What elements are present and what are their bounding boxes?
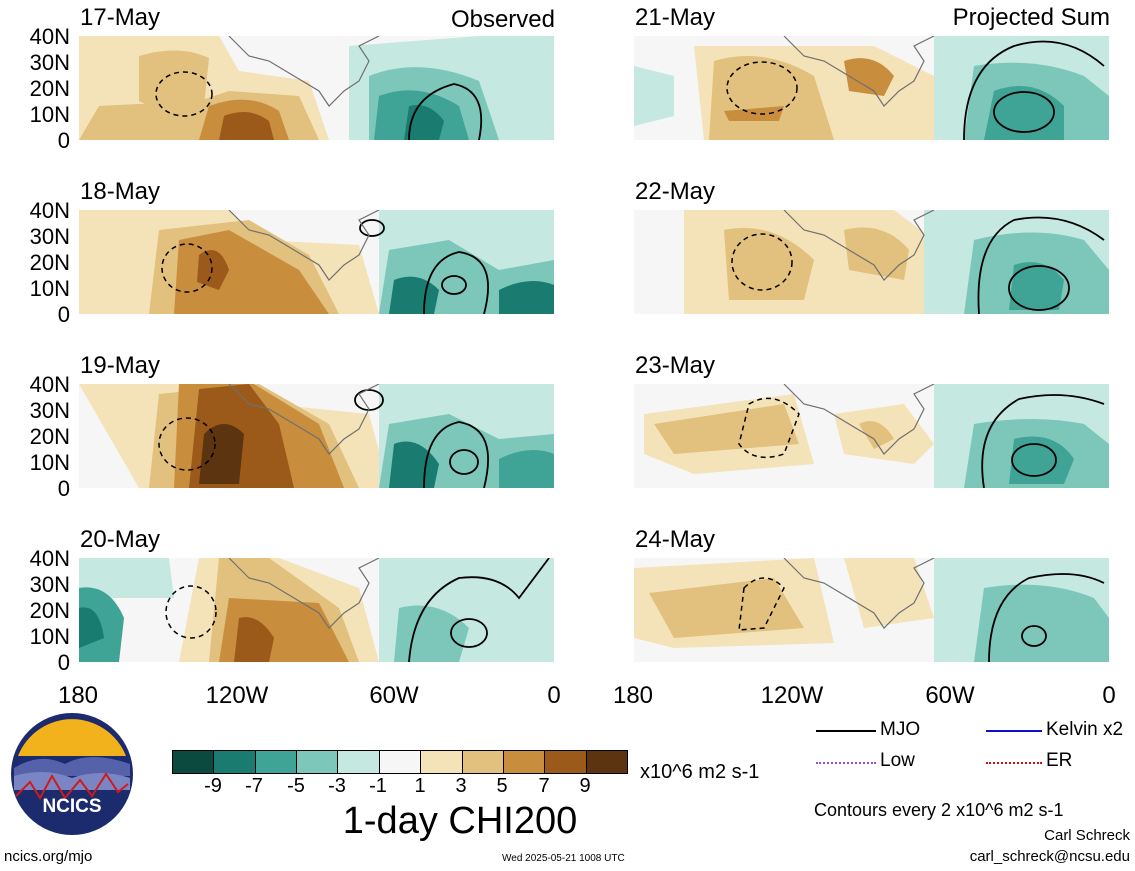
url-text: ncics.org/mjo bbox=[4, 848, 93, 865]
panel-date-label: 23-May bbox=[635, 352, 716, 379]
legend-label-kelvin: Kelvin x2 bbox=[1046, 719, 1124, 740]
colorbar-label: 3 bbox=[455, 775, 467, 797]
low-line-swatch bbox=[816, 762, 876, 764]
ncics-logo: NCICS bbox=[11, 713, 133, 835]
colorbar-swatch bbox=[254, 751, 297, 773]
colorbar-swatch bbox=[585, 751, 627, 773]
y-tick-label: 0 bbox=[57, 128, 70, 153]
author-email: carl_schreck@ncsu.edu bbox=[969, 848, 1130, 865]
panel-date-label: 19-May bbox=[80, 352, 161, 379]
colorbar bbox=[172, 750, 628, 774]
colorbar-label: 5 bbox=[496, 775, 508, 797]
colorbar-label: -5 bbox=[287, 775, 305, 797]
x-tick-label: 120W bbox=[760, 682, 824, 709]
colorbar-swatch bbox=[378, 751, 421, 773]
logo-text: NCICS bbox=[42, 796, 101, 817]
x-tick-label: 0 bbox=[1102, 682, 1116, 709]
map-panel-19-may bbox=[79, 384, 554, 488]
y-tick-label: 30N bbox=[29, 224, 70, 249]
x-tick-label: 60W bbox=[369, 682, 419, 709]
x-tick-label: 60W bbox=[925, 682, 975, 709]
panel-date-label: 17-May bbox=[80, 4, 161, 31]
y-tick-label: 20N bbox=[29, 76, 70, 101]
author-name: Carl Schreck bbox=[1044, 827, 1130, 844]
panel-date-label: 18-May bbox=[80, 178, 161, 205]
colorbar-units: x10^6 m2 s-1 bbox=[640, 761, 760, 783]
x-tick-label: 180 bbox=[612, 682, 654, 709]
y-tick-label: 10N bbox=[29, 102, 70, 127]
map-svg bbox=[634, 558, 1109, 662]
y-tick-label: 10N bbox=[29, 450, 70, 475]
y-tick-label: 30N bbox=[29, 572, 70, 597]
x-tick-label: 0 bbox=[547, 682, 561, 709]
panel-date-label: 24-May bbox=[635, 526, 716, 553]
y-tick-label: 10N bbox=[29, 276, 70, 301]
map-svg bbox=[634, 384, 1109, 488]
map-svg bbox=[634, 210, 1109, 314]
mjo-line-swatch bbox=[816, 730, 876, 732]
y-tick-label: 0 bbox=[57, 302, 70, 327]
contour-note: Contours every 2 x10^6 m2 s-1 bbox=[814, 800, 1064, 820]
y-tick-label: 30N bbox=[29, 398, 70, 423]
legend-label-low: Low bbox=[880, 750, 915, 771]
colorbar-swatch bbox=[337, 751, 379, 773]
map-panel-20-may bbox=[79, 558, 554, 662]
colorbar-label: -3 bbox=[328, 775, 346, 797]
colorbar-swatch bbox=[502, 751, 545, 773]
map-svg bbox=[634, 36, 1109, 140]
map-svg bbox=[79, 36, 554, 140]
y-tick-label: 10N bbox=[29, 624, 70, 649]
panel-date-label: 20-May bbox=[80, 526, 161, 553]
map-svg bbox=[79, 210, 554, 314]
er-line-swatch bbox=[986, 762, 1042, 764]
colorbar-label: -7 bbox=[245, 775, 263, 797]
y-tick-label: 20N bbox=[29, 598, 70, 623]
panel-date-label: 21-May bbox=[635, 4, 716, 31]
figure-title: 1-day CHI200 bbox=[342, 800, 578, 842]
map-panel-24-may bbox=[634, 558, 1109, 662]
map-panel-17-may bbox=[79, 36, 554, 140]
colorbar-swatch bbox=[544, 751, 586, 773]
colorbar-label: 7 bbox=[538, 775, 550, 797]
colorbar-swatch bbox=[213, 751, 255, 773]
map-panel-21-may bbox=[634, 36, 1109, 140]
legend-label-er: ER bbox=[1046, 750, 1073, 771]
y-tick-label: 20N bbox=[29, 424, 70, 449]
colorbar-swatch bbox=[296, 751, 338, 773]
colorbar-swatch bbox=[173, 751, 214, 773]
y-tick-label: 40N bbox=[29, 546, 70, 571]
colorbar-swatch bbox=[461, 751, 503, 773]
y-tick-label: 40N bbox=[29, 24, 70, 49]
map-svg bbox=[79, 384, 554, 488]
y-tick-label: 30N bbox=[29, 50, 70, 75]
kelvin-line-swatch bbox=[986, 730, 1042, 732]
map-panel-18-may bbox=[79, 210, 554, 314]
panel-date-label: 22-May bbox=[635, 178, 716, 205]
y-tick-label: 40N bbox=[29, 198, 70, 223]
timestamp: Wed 2025-05-21 1008 UTC bbox=[502, 853, 625, 864]
y-tick-label: 20N bbox=[29, 250, 70, 275]
x-tick-label: 120W bbox=[205, 682, 269, 709]
map-panel-22-may bbox=[634, 210, 1109, 314]
colorbar-label: 1 bbox=[414, 775, 426, 797]
projected-sum-label: Projected Sum bbox=[952, 4, 1110, 31]
colorbar-label: 9 bbox=[579, 775, 591, 797]
y-tick-label: 0 bbox=[57, 650, 70, 675]
colorbar-label: -1 bbox=[369, 775, 387, 797]
x-tick-label: 180 bbox=[57, 682, 99, 709]
y-tick-label: 40N bbox=[29, 372, 70, 397]
map-svg bbox=[79, 558, 554, 662]
y-tick-label: 0 bbox=[57, 476, 70, 501]
legend-label-mjo: MJO bbox=[880, 719, 921, 740]
observed-label: Observed bbox=[450, 6, 555, 33]
colorbar-swatch bbox=[420, 751, 462, 773]
colorbar-label: -9 bbox=[204, 775, 222, 797]
map-panel-23-may bbox=[634, 384, 1109, 488]
